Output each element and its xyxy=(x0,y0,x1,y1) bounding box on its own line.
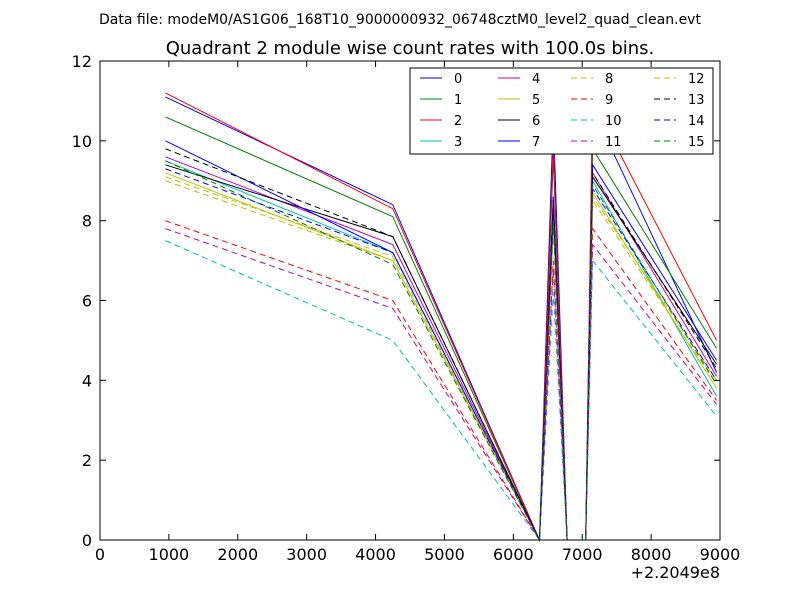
x-axis-offset-label: +2.2049e8 xyxy=(631,563,720,582)
legend-label-2: 2 xyxy=(454,114,462,129)
x-tick-label: 6000 xyxy=(493,545,534,564)
x-axis: 0 1000 2000 3000 4000 5000 6000 7000 8000 9000 xyxy=(95,61,740,564)
y-tick-label: 2 xyxy=(82,451,92,470)
x-tick-label: 9000 xyxy=(700,545,741,564)
x-tick-label: 3000 xyxy=(286,545,327,564)
legend-label-14: 14 xyxy=(688,114,705,129)
x-tick-label: 4000 xyxy=(355,545,396,564)
series-line-5 xyxy=(165,172,718,542)
legend-frame xyxy=(409,67,714,155)
legend-label-11: 11 xyxy=(605,135,622,150)
y-tick-label: 0 xyxy=(82,531,92,550)
x-tick-label: 1000 xyxy=(149,545,190,564)
legend-label-1: 1 xyxy=(454,93,462,108)
legend-label-7: 7 xyxy=(532,135,540,150)
legend-label-13: 13 xyxy=(688,93,705,108)
series-line-13 xyxy=(165,148,718,541)
legend-label-0: 0 xyxy=(454,72,462,87)
legend-label-15: 15 xyxy=(688,135,705,150)
legend-label-4: 4 xyxy=(532,72,540,87)
legend-label-5: 5 xyxy=(532,93,540,108)
series-line-3 xyxy=(165,160,718,542)
series-line-2 xyxy=(165,92,718,541)
chart-title: Quadrant 2 module wise count rates with … xyxy=(166,38,655,59)
x-tick-label: 8000 xyxy=(631,545,672,564)
series-line-12 xyxy=(165,176,718,542)
y-tick-label: 8 xyxy=(82,212,92,231)
legend-label-3: 3 xyxy=(454,135,462,150)
series-line-8 xyxy=(165,180,718,542)
series-line-7 xyxy=(165,140,718,542)
series-line-11 xyxy=(165,228,717,542)
x-tick-label: 0 xyxy=(95,545,105,564)
legend-label-10: 10 xyxy=(605,114,622,129)
series-line-4 xyxy=(165,156,718,541)
legend-label-12: 12 xyxy=(688,72,705,87)
chart-suptitle: Data file: modeM0/AS1G06_168T10_90000009… xyxy=(99,12,701,28)
legend-label-6: 6 xyxy=(532,114,540,129)
y-tick-label: 10 xyxy=(72,132,92,151)
x-tick-label: 7000 xyxy=(562,545,603,564)
legend-label-8: 8 xyxy=(605,72,613,87)
y-tick-label: 4 xyxy=(82,371,92,390)
series-line-9 xyxy=(165,220,718,542)
y-tick-label: 12 xyxy=(72,52,92,71)
legend-label-9: 9 xyxy=(605,93,613,108)
x-tick-label: 2000 xyxy=(217,545,258,564)
x-tick-label: 5000 xyxy=(424,545,465,564)
y-tick-label: 6 xyxy=(82,292,92,311)
series-layer xyxy=(165,92,718,542)
series-line-15 xyxy=(165,160,718,542)
